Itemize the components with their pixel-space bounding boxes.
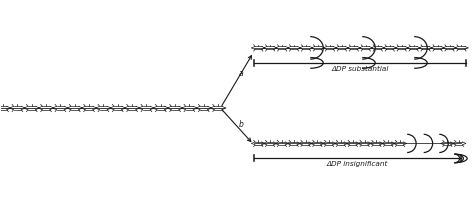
Text: a: a [238,69,243,78]
Text: ΔDP insignificant: ΔDP insignificant [327,161,388,167]
Text: b: b [238,120,243,129]
Text: ΔDP substantial: ΔDP substantial [331,66,389,72]
